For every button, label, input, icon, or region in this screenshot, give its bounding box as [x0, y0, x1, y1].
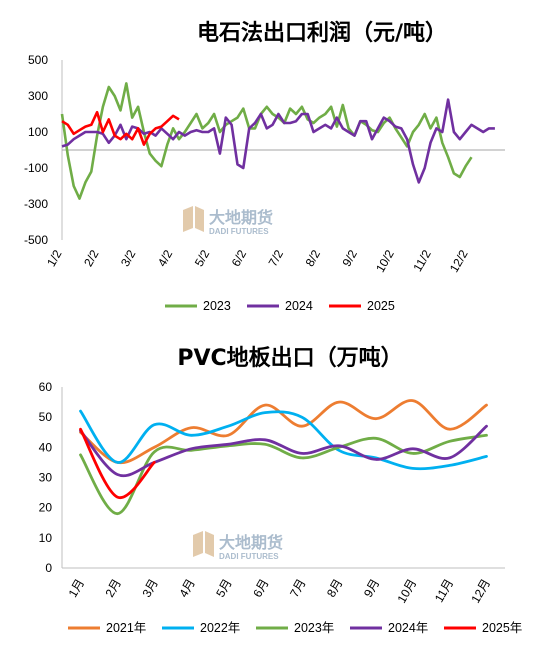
y-tick-label-4: 20 [39, 501, 53, 515]
legend-label-4: 2025年 [482, 621, 522, 635]
series-line-2024 [61, 98, 495, 184]
y-tick-label-0: 60 [39, 380, 53, 394]
watermark-cn: 大地期货 [219, 533, 283, 552]
watermark-en: DADI FUTURES [209, 227, 269, 236]
y-tick-label-2: 100 [28, 125, 48, 139]
x-tick-label-3: 4/2 [155, 247, 176, 269]
legend-label-2: 2025 [367, 299, 395, 313]
logo-icon [183, 206, 204, 232]
x-tick-label-1: 2月 [103, 577, 124, 600]
y-tick-label-1: 50 [39, 410, 53, 424]
x-tick-label-2: 3/2 [118, 247, 139, 269]
series-line-2021年 [79, 399, 488, 465]
x-tick-label-6: 7/2 [266, 247, 287, 269]
x-tick-label-10: 11月 [432, 577, 456, 605]
x-tick-label-5: 6月 [250, 577, 271, 600]
y-tick-label-6: 0 [45, 561, 52, 575]
series-line-2025年 [79, 427, 156, 499]
legend-label-2: 2023年 [294, 621, 334, 635]
watermark-en: DADI FUTURES [219, 552, 279, 561]
y-tick-label-5: -500 [24, 233, 48, 247]
y-tick-label-1: 300 [28, 89, 48, 103]
legend-label-0: 2021年 [106, 621, 146, 635]
legend-label-0: 2023 [203, 299, 231, 313]
logo-icon [193, 531, 214, 557]
series-line-2023 [60, 82, 473, 200]
chart-title: 电石法出口利润（元/吨） [197, 20, 447, 46]
y-tick-label-5: 10 [39, 531, 53, 545]
legend-label-3: 2024年 [388, 621, 428, 635]
x-tick-label-1: 2/2 [81, 247, 102, 269]
x-tick-label-5: 6/2 [229, 247, 250, 269]
y-tick-label-0: 500 [28, 53, 48, 67]
x-tick-label-10: 11/2 [410, 247, 434, 274]
watermark-cn: 大地期货 [209, 208, 273, 227]
series-line-2024年 [79, 424, 488, 478]
legend-label-1: 2024 [285, 299, 313, 313]
pvc-floor-export-chart: PVC地板出口（万吨） 60 50 40 30 20 10 0 1月 2月 3月 4月 5月 6月 7月 8月… [39, 346, 523, 635]
series-line-2022年 [79, 409, 488, 471]
x-tick-label-9: 10月 [395, 577, 420, 606]
x-tick-label-4: 5/2 [192, 247, 213, 269]
x-tick-label-11: 12月 [468, 577, 493, 606]
x-tick-label-2: 3月 [139, 577, 160, 600]
y-tick-label-4: -300 [24, 197, 48, 211]
chart-title: PVC地板出口（万吨） [177, 346, 402, 371]
x-tick-label-6: 7月 [287, 577, 308, 600]
x-tick-label-7: 8月 [324, 577, 345, 600]
x-tick-label-7: 8/2 [303, 247, 324, 269]
x-tick-label-11: 12/2 [447, 247, 471, 275]
x-tick-label-0: 1月 [66, 577, 87, 600]
y-tick-label-3: -100 [24, 161, 48, 175]
x-tick-label-0: 1/2 [44, 247, 65, 269]
x-tick-label-8: 9月 [361, 577, 382, 600]
x-tick-label-4: 5月 [213, 577, 234, 600]
y-tick-label-3: 30 [39, 471, 53, 485]
series-line-2025 [61, 110, 180, 146]
legend-label-1: 2022年 [200, 621, 240, 635]
x-tick-label-9: 10/2 [373, 247, 397, 275]
x-tick-label-3: 4月 [176, 577, 197, 600]
x-tick-label-8: 9/2 [339, 247, 360, 269]
y-tick-label-2: 40 [39, 440, 53, 454]
